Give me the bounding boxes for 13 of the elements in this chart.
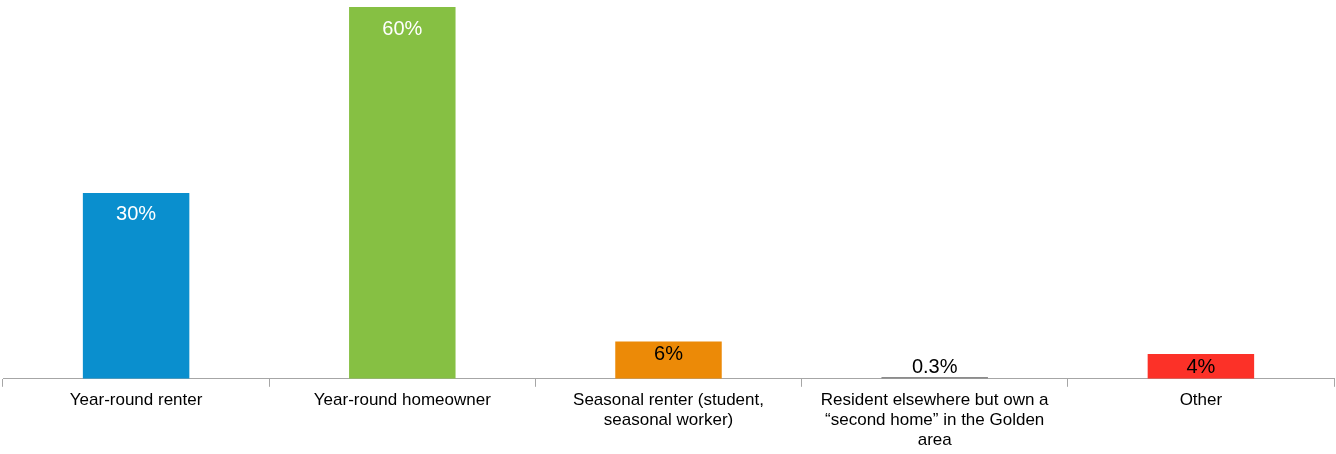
data-label: 30% [116, 202, 157, 225]
bar [615, 341, 722, 379]
bar [82, 192, 190, 379]
x-tick-label: Other [1179, 389, 1223, 409]
data-label: 0.3% [911, 355, 958, 378]
x-tick-label: Year-round homeowner [313, 389, 492, 409]
data-label: 60% [382, 16, 423, 39]
x-tick-label: Resident elsewhere but own a “second home” in the Golden area [820, 389, 1050, 450]
data-label: 4% [1186, 354, 1216, 377]
data-label: 6% [654, 342, 684, 365]
bar [349, 7, 456, 379]
x-tick-label: Seasonal renter (student, seasonal worker) [573, 389, 764, 430]
x-tick-label: Year-round renter [69, 389, 203, 409]
